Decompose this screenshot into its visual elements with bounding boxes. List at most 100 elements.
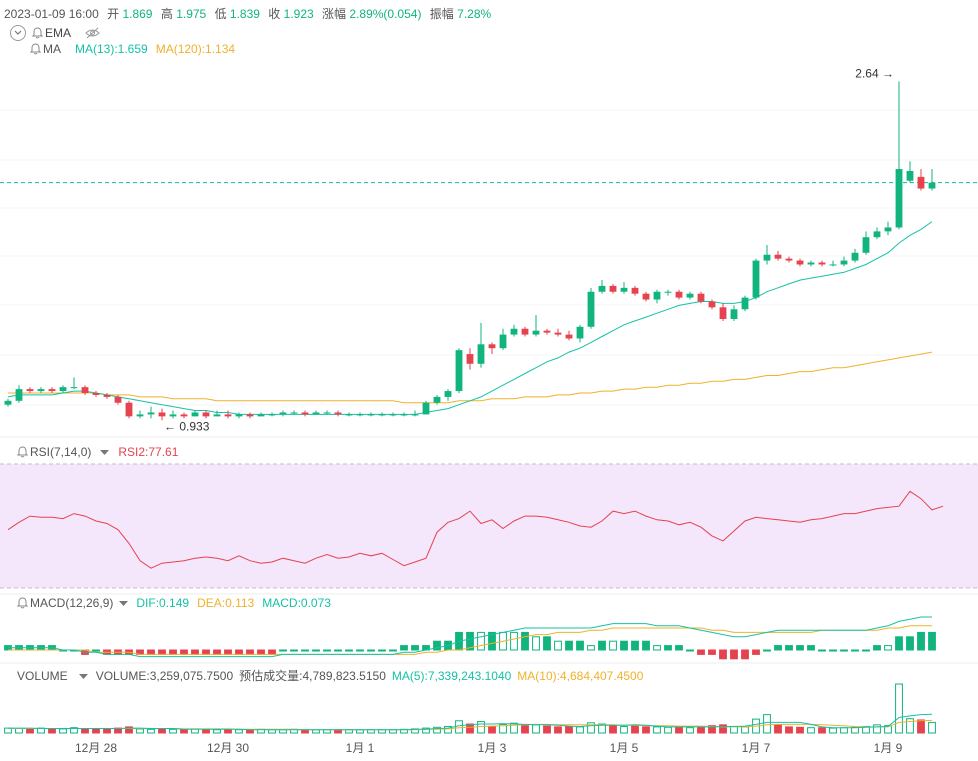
candle-body xyxy=(697,293,705,302)
macd-histogram-bar xyxy=(730,649,738,660)
macd-histogram-bar xyxy=(433,640,441,651)
bell-icon-ema[interactable] xyxy=(32,27,43,39)
volume-bar xyxy=(664,726,672,734)
macd-histogram-bar xyxy=(444,640,452,651)
macd-histogram-bar xyxy=(851,649,859,652)
rsi-name[interactable]: RSI(7,14,0) xyxy=(30,445,92,459)
x-axis-label: 1月 7 xyxy=(742,741,771,755)
bell-icon[interactable] xyxy=(30,43,41,55)
macd-histogram-bar xyxy=(455,631,463,651)
volume-bar xyxy=(576,726,584,734)
low-label: 低 xyxy=(214,7,227,21)
caret-down-icon[interactable] xyxy=(78,673,88,679)
candle-body xyxy=(840,260,848,265)
candle-body xyxy=(785,258,793,261)
volume-bar xyxy=(191,728,199,734)
candle-body xyxy=(851,252,859,261)
volume-bar xyxy=(895,683,903,734)
candle-body xyxy=(125,402,133,417)
macd-histogram-bar xyxy=(620,640,628,651)
open-value: 1.869 xyxy=(122,7,153,21)
volume-bar xyxy=(444,725,452,734)
ma-label[interactable]: MA xyxy=(43,42,61,56)
volume-bar xyxy=(92,728,100,734)
volume-bar xyxy=(862,725,870,734)
macd-histogram-bar xyxy=(532,636,540,651)
candle-body xyxy=(884,227,892,232)
macd-histogram-bar xyxy=(521,631,529,651)
candle-body xyxy=(807,262,815,265)
macd-histogram-bar xyxy=(125,649,133,655)
candle-body xyxy=(169,414,177,417)
volume-bar xyxy=(268,729,276,734)
close-label: 收 xyxy=(268,7,281,21)
volume-bar xyxy=(81,728,89,734)
candle-body xyxy=(928,182,936,189)
volume-bar xyxy=(312,729,320,734)
candle-body xyxy=(466,354,474,364)
macd-histogram-bar xyxy=(246,649,254,655)
candle-body xyxy=(147,412,155,415)
macd-histogram-bar xyxy=(301,649,309,652)
caret-down-icon[interactable] xyxy=(100,449,110,455)
macd-histogram-bar xyxy=(59,649,67,652)
candle-body xyxy=(345,414,353,416)
macd-histogram-bar xyxy=(785,645,793,651)
candle-body xyxy=(4,400,12,405)
volume-bar xyxy=(378,729,386,734)
macd-histogram-bar xyxy=(917,631,925,651)
bell-icon[interactable] xyxy=(17,597,28,609)
hide-toggle[interactable] xyxy=(85,27,100,39)
macd-histogram-bar xyxy=(543,636,551,651)
macd-histogram-bar xyxy=(719,649,727,660)
volume-bar xyxy=(466,723,474,734)
macd-histogram-bar xyxy=(928,631,936,651)
macd-histogram-bar xyxy=(235,649,243,655)
collapse-toggle[interactable] xyxy=(10,25,26,41)
volume-bar xyxy=(653,726,661,734)
macd-histogram-bar xyxy=(895,636,903,651)
volume-bar xyxy=(840,727,848,734)
macd-histogram-bar xyxy=(697,649,705,655)
volume-bar xyxy=(136,728,144,734)
volume-bar xyxy=(642,726,650,734)
candle-body xyxy=(301,412,309,415)
volume-bar xyxy=(598,723,606,734)
macd-histogram-bar xyxy=(631,640,639,651)
volume-bar xyxy=(158,728,166,734)
volume-bar xyxy=(488,725,496,734)
candle-body xyxy=(521,328,529,335)
ma13-line xyxy=(7,221,933,415)
bell-icon[interactable] xyxy=(17,446,28,458)
candle-body xyxy=(587,291,595,327)
ema-label[interactable]: EMA xyxy=(45,26,72,40)
candle-body xyxy=(543,330,551,333)
volume-bar xyxy=(433,726,441,734)
volume-bar xyxy=(246,729,254,734)
candle-body xyxy=(268,414,276,416)
macd-name[interactable]: MACD(12,26,9) xyxy=(30,596,114,610)
chevron-down-icon xyxy=(14,30,22,35)
candle-body xyxy=(598,285,606,292)
macd-histogram-bar xyxy=(92,649,100,652)
volume-bar xyxy=(609,725,617,734)
candle-body xyxy=(829,264,837,266)
candle-body xyxy=(59,387,67,392)
caret-down-icon[interactable] xyxy=(119,600,129,606)
vol-ma10-value: MA(10):4,684,407.4500 xyxy=(517,669,644,683)
volume-bar xyxy=(147,728,155,734)
volume-bar xyxy=(411,728,419,734)
candle-body xyxy=(895,169,903,228)
volume-bar xyxy=(675,725,683,734)
volume-name[interactable]: VOLUME xyxy=(17,669,68,683)
macd-histogram-bar xyxy=(103,649,111,655)
volume-bar xyxy=(279,729,287,734)
candle-body xyxy=(906,171,914,181)
candle-body xyxy=(389,414,397,416)
volume-bar xyxy=(257,728,265,734)
volume-bar xyxy=(884,725,892,734)
volume-bar xyxy=(169,728,177,734)
candle-body xyxy=(642,293,650,300)
volume-bar xyxy=(499,723,507,734)
